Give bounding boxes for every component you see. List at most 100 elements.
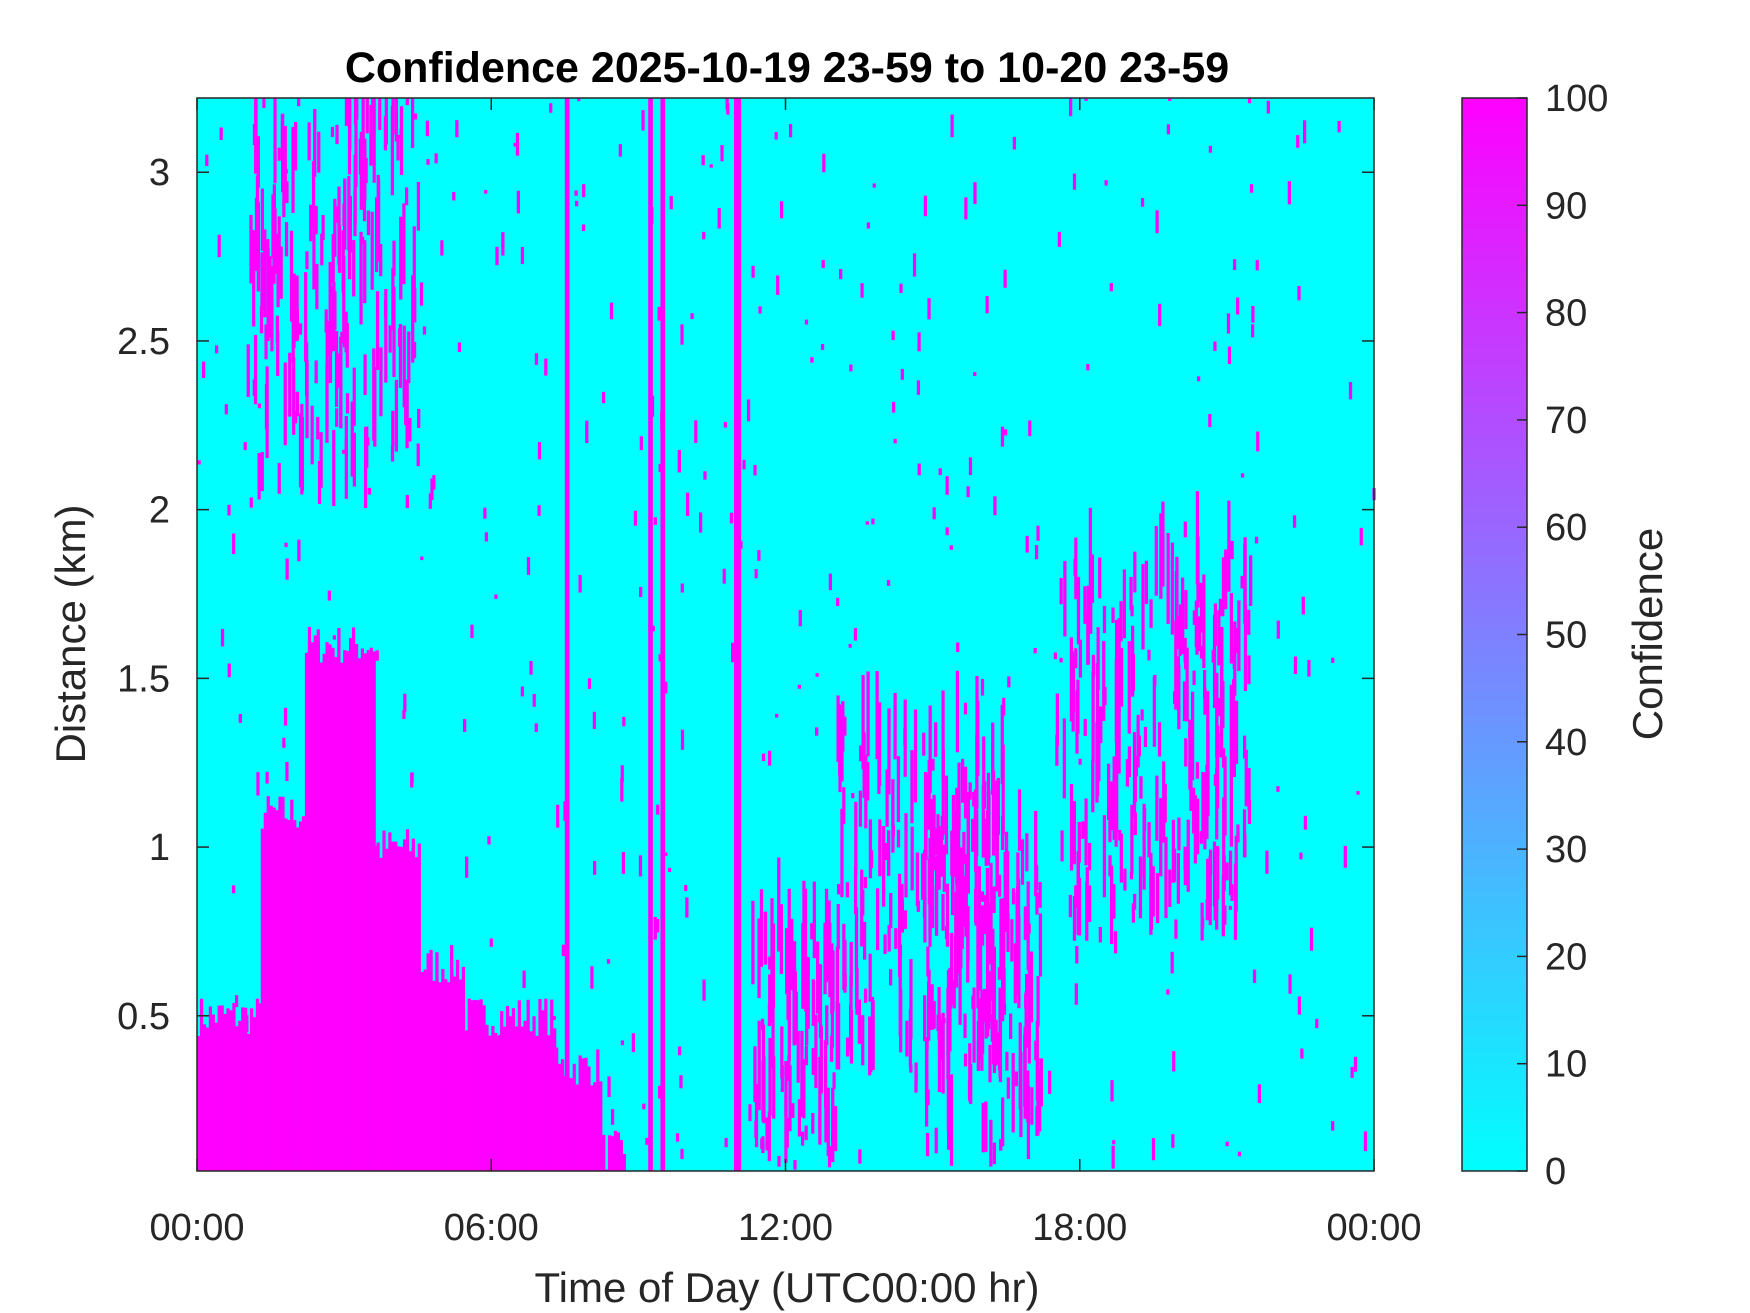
heatmap-cell: [1069, 98, 1073, 117]
heatmap-cell: [1256, 431, 1260, 452]
heatmap-cell: [273, 208, 277, 274]
heatmap-cell: [1350, 1066, 1354, 1078]
heatmap-cell: [1055, 734, 1059, 766]
heatmap-cell: [927, 298, 931, 320]
heatmap-cell: [366, 650, 370, 1171]
heatmap-cell: [1232, 679, 1236, 749]
heatmap-cell: [404, 392, 408, 426]
heatmap-cell: [680, 729, 685, 750]
heatmap-cell: [578, 1055, 582, 1171]
heatmap-cell: [1175, 556, 1179, 650]
heatmap-cell: [291, 126, 295, 213]
heatmap-cell: [317, 131, 321, 173]
heatmap-cell: [620, 778, 624, 802]
heatmap-cell: [1002, 968, 1006, 1006]
heatmap-cell: [667, 867, 672, 873]
heatmap-cell: [757, 1020, 761, 1111]
heatmap-cell: [765, 1117, 769, 1151]
heatmap-cell: [1000, 704, 1004, 785]
heatmap-cell: [563, 801, 567, 822]
heatmap-cell: [739, 540, 743, 549]
heatmap-cell: [575, 1084, 579, 1171]
heatmap-cell: [955, 787, 959, 823]
heatmap-cell: [992, 1142, 997, 1165]
heatmap-cell: [220, 1005, 224, 1171]
heatmap-cell: [724, 1137, 728, 1148]
heatmap-cell: [582, 184, 586, 198]
heatmap-cell: [1228, 905, 1233, 910]
heatmap-cell: [280, 114, 284, 161]
heatmap-cell: [830, 1035, 834, 1062]
heatmap-cell: [1176, 656, 1180, 673]
colorbar-tick-label: 20: [1545, 936, 1587, 978]
heatmap-cell: [928, 838, 932, 933]
heatmap-cell: [268, 256, 272, 338]
y-tick-label: 1: [149, 827, 170, 869]
heatmap-cell: [699, 512, 703, 533]
heatmap-cell: [1004, 859, 1008, 872]
heatmap-cell: [651, 625, 655, 632]
heatmap-cell: [1226, 313, 1231, 334]
heatmap-cell: [953, 866, 957, 877]
heatmap-cell: [1158, 303, 1162, 327]
heatmap-cell: [275, 810, 279, 1171]
colorbar-tick-label: 90: [1545, 185, 1587, 227]
heatmap-cell: [866, 671, 870, 757]
heatmap-cell: [1131, 903, 1136, 923]
heatmap-cell: [384, 288, 388, 383]
heatmap-cell: [1303, 815, 1308, 830]
heatmap-cell: [412, 342, 417, 359]
heatmap-cell: [949, 1074, 954, 1166]
heatmap-cell: [685, 492, 690, 516]
heatmap-cell: [917, 463, 921, 476]
heatmap-cell: [1039, 1058, 1044, 1107]
heatmap-cell: [956, 642, 960, 653]
heatmap-cell: [341, 230, 345, 293]
heatmap-cell: [402, 325, 406, 408]
heatmap-cell: [872, 183, 876, 188]
heatmap-cell: [985, 295, 989, 314]
heatmap-cell: [483, 507, 487, 519]
heatmap-cell: [1348, 382, 1353, 400]
heatmap-cell: [1059, 577, 1063, 605]
heatmap-cell: [413, 1036, 417, 1056]
heatmap-cell: [1055, 693, 1059, 746]
heatmap-cell: [1026, 881, 1030, 971]
heatmap-cell: [1122, 569, 1127, 639]
heatmap-cell: [855, 967, 859, 1009]
heatmap-cell: [494, 594, 498, 599]
heatmap-cell: [272, 807, 276, 1171]
heatmap-cell: [498, 1034, 502, 1059]
heatmap-cell: [742, 459, 746, 470]
heatmap-cell: [1243, 735, 1247, 759]
heatmap-cell: [416, 181, 421, 231]
heatmap-cell: [334, 331, 339, 408]
heatmap-cell: [861, 889, 865, 916]
heatmap-cell: [910, 826, 914, 891]
heatmap-cell: [584, 1057, 588, 1171]
heatmap-cell: [797, 684, 801, 689]
heatmap-cell: [945, 883, 950, 947]
heatmap-cell: [968, 782, 972, 800]
heatmap-cell: [1038, 913, 1043, 977]
heatmap-cell: [429, 949, 433, 1171]
heatmap-cell: [775, 713, 779, 718]
heatmap-cell: [1200, 902, 1204, 941]
heatmap-cell: [1035, 1020, 1039, 1101]
heatmap-cell: [1215, 846, 1220, 857]
heatmap-cell: [1025, 833, 1029, 872]
heatmap-cell: [304, 652, 309, 1171]
heatmap-cell: [1038, 1069, 1042, 1132]
x-axis-label: Time of Day (UTC00:00 hr): [535, 1264, 1040, 1311]
heatmap-cell: [296, 827, 300, 1171]
heatmap-cell: [1227, 500, 1231, 592]
heatmap-cell: [1154, 525, 1158, 596]
heatmap-cell: [790, 918, 794, 991]
heatmap-cell: [1240, 473, 1245, 478]
heatmap-cell: [1199, 582, 1203, 602]
heatmap-cell: [854, 801, 858, 876]
heatmap-cell: [995, 780, 999, 860]
heatmap-cell: [1172, 691, 1177, 705]
heatmap-cell: [455, 959, 460, 1171]
heatmap-cell: [984, 1101, 988, 1152]
